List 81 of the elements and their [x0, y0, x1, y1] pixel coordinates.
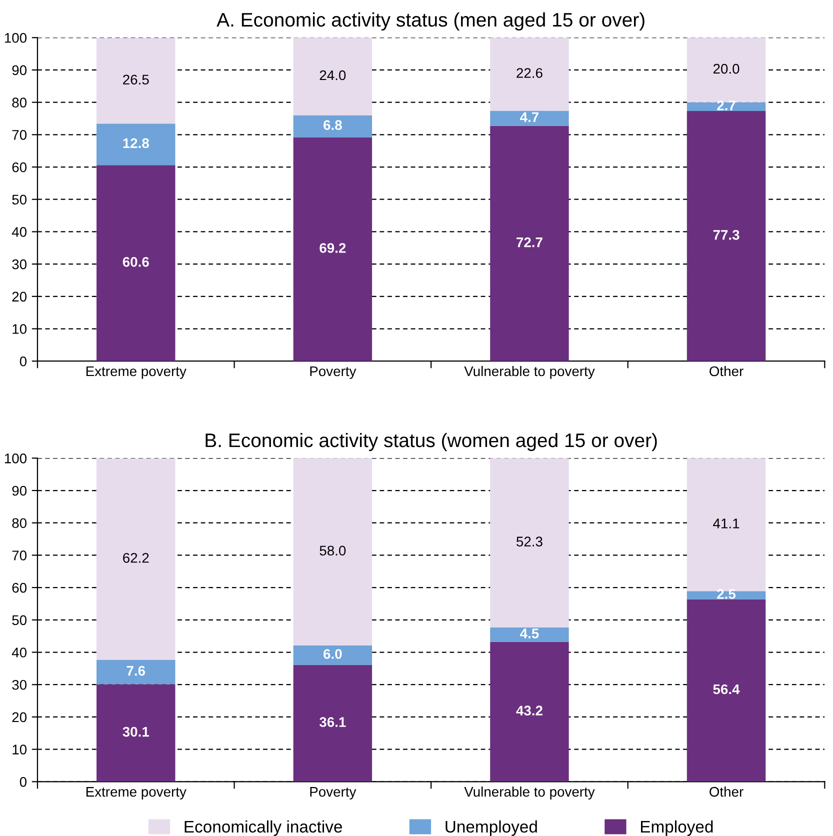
data-label: 20.0 [713, 64, 740, 74]
x-tick-label: Other [710, 786, 744, 797]
y-tick-label: 20 [12, 712, 27, 722]
y-tick-label: 40 [12, 648, 27, 658]
bar [96, 458, 176, 660]
bar [293, 458, 372, 646]
data-label: 6.8 [324, 120, 342, 130]
data-label: 58.0 [320, 546, 346, 556]
legend-label: Economically inactive [184, 820, 342, 836]
x-tick-label: Poverty [310, 366, 356, 379]
bar [490, 627, 569, 642]
data-label: 24.0 [320, 70, 346, 80]
bar [490, 642, 569, 782]
y-tick-label: 30 [12, 259, 27, 270]
y-tick-label: 20 [12, 292, 27, 302]
data-label: 36.1 [319, 717, 346, 728]
x-tick-label: Poverty [310, 787, 356, 800]
data-label: 4.7 [520, 112, 539, 122]
y-tick-label: 70 [12, 130, 27, 140]
x-tick-label: Vulnerable to poverty [464, 366, 595, 379]
data-label: 72.7 [516, 237, 542, 248]
y-tick-label: 70 [12, 550, 27, 560]
bar [293, 645, 372, 665]
data-label: 41.1 [713, 518, 740, 528]
data-label: 56.4 [713, 684, 740, 694]
bar [490, 38, 569, 111]
y-tick-label: 100 [4, 454, 27, 464]
y-tick-label: 30 [12, 680, 27, 690]
y-tick-label: 50 [12, 615, 27, 626]
y-tick-label: 10 [12, 744, 27, 754]
bar [293, 115, 372, 138]
bar [96, 660, 176, 684]
bar [686, 111, 766, 362]
data-label: 4.5 [520, 628, 539, 638]
y-tick-label: 50 [12, 194, 27, 205]
data-label: 12.8 [123, 138, 149, 148]
y-tick-label: 60 [12, 162, 27, 172]
bar [293, 137, 372, 362]
x-tick-label: Other [710, 366, 744, 376]
y-tick-label: 60 [12, 582, 27, 593]
y-tick-label: 10 [12, 324, 27, 334]
y-tick-label: 0 [20, 776, 27, 787]
bar [293, 38, 372, 116]
data-label: 69.2 [320, 243, 346, 253]
y-tick-label: 40 [12, 227, 27, 237]
data-label: 52.3 [516, 536, 542, 546]
legend-label: Unemployed [446, 820, 537, 836]
x-tick-label: Vulnerable to poverty [464, 786, 595, 800]
y-tick-label: 90 [12, 486, 27, 496]
bar [686, 38, 766, 102]
data-label: 62.2 [123, 552, 149, 563]
x-tick-label: Extreme poverty [86, 366, 186, 379]
y-tick-label: 90 [12, 65, 27, 76]
data-label: 2.7 [717, 100, 736, 110]
chart-title: A. Economic activity status (men aged 15 or over) [216, 12, 644, 31]
data-label: 2.5 [717, 589, 736, 599]
legend-label: Employed [641, 820, 713, 836]
data-label: 7.6 [126, 666, 146, 676]
chart-title: B. Economic activity status (women aged 15 or over) [206, 432, 657, 452]
bar [490, 110, 569, 126]
bar [96, 38, 176, 124]
bar [96, 165, 176, 362]
bar [686, 599, 766, 782]
bar [490, 458, 569, 628]
bar [96, 684, 176, 782]
bar [686, 102, 766, 112]
bar [490, 126, 569, 362]
y-tick-label: 100 [4, 32, 27, 43]
bar [96, 124, 176, 166]
data-label: 30.1 [122, 726, 150, 737]
y-tick-label: 0 [20, 356, 27, 366]
data-label: 60.6 [122, 256, 149, 267]
y-tick-label: 80 [12, 98, 27, 108]
bar [293, 664, 372, 782]
y-tick-label: 80 [12, 518, 27, 528]
data-label: 77.3 [713, 230, 740, 240]
data-label: 6.0 [324, 649, 342, 659]
data-label: 43.2 [516, 706, 542, 716]
x-tick-label: Extreme poverty [86, 787, 186, 800]
data-label: 26.5 [123, 74, 149, 85]
data-label: 22.6 [516, 68, 542, 78]
